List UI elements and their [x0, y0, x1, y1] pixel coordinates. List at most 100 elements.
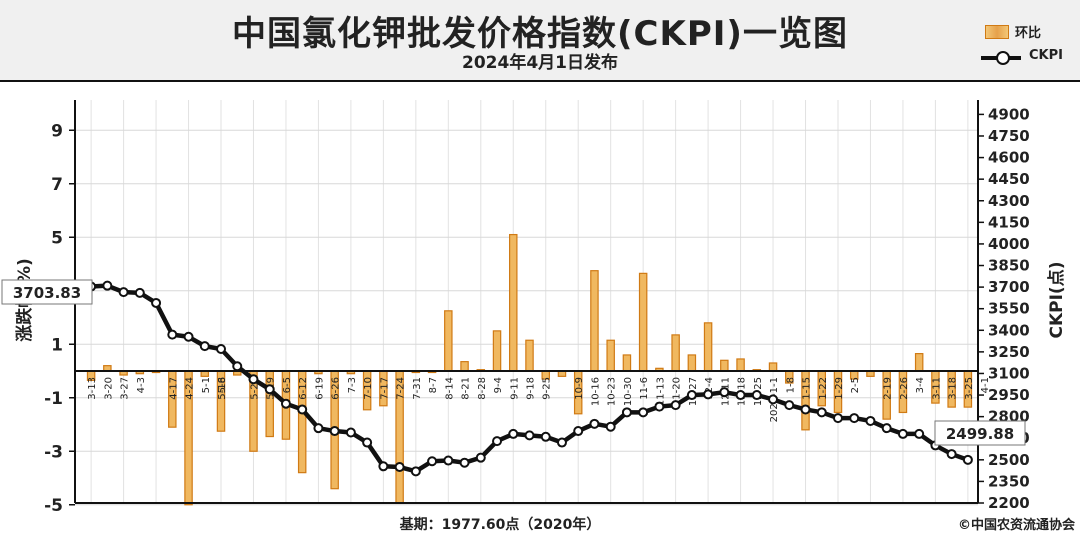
- ckpi-point: [719, 387, 730, 398]
- left-tick-label: 5: [51, 228, 63, 248]
- bar: [638, 272, 648, 372]
- ckpi-point: [654, 401, 665, 412]
- ckpi-point: [735, 390, 746, 401]
- bar: [444, 310, 453, 372]
- ckpi-point: [670, 400, 681, 411]
- right-tick-label: 4600: [988, 149, 1030, 167]
- ckpi-point: [313, 423, 324, 434]
- ckpi-point: [686, 390, 697, 401]
- right-tick-label: 2350: [988, 472, 1030, 490]
- x-tick-label: 7-31: [412, 377, 423, 400]
- right-tick-label: 4150: [988, 213, 1030, 231]
- bar: [914, 353, 924, 372]
- x-tick-label: 5-16: [217, 377, 228, 400]
- ckpi-point: [946, 449, 957, 460]
- ckpi-point: [524, 430, 535, 441]
- ckpi-point: [118, 287, 129, 298]
- right-axis-title: CKPI(点): [1046, 262, 1067, 339]
- left-tick-label: 1: [51, 335, 63, 355]
- ckpi-point: [459, 457, 470, 468]
- bar: [492, 330, 502, 372]
- x-tick-label: 6-5: [282, 377, 293, 393]
- ckpi-point: [297, 404, 308, 415]
- ckpi-point: [800, 404, 811, 415]
- x-tick-label: 5-22: [249, 377, 260, 400]
- ckpi-point: [621, 407, 632, 418]
- start-value-text: 3703.83: [13, 284, 81, 302]
- x-tick-label: 6-19: [314, 377, 325, 400]
- right-tick-label: 4900: [988, 105, 1030, 123]
- x-tick-label: 1-8: [785, 377, 796, 393]
- ckpi-point: [849, 413, 860, 424]
- value-annotations: 3703.83 2499.88: [1, 279, 1026, 446]
- bar: [606, 339, 615, 372]
- end-value-box: [934, 420, 1026, 446]
- bar: [525, 339, 534, 372]
- bar: [703, 322, 713, 372]
- bar: [768, 362, 778, 372]
- right-tick-label: 2200: [988, 494, 1030, 512]
- ckpi-point: [703, 389, 714, 400]
- ckpi-point: [329, 426, 340, 437]
- bar: [671, 334, 680, 372]
- chart-title: 中国氯化钾批发价格指数(CKPI)一览图: [232, 14, 848, 54]
- right-tick-label: 4750: [988, 127, 1030, 145]
- ckpi-point: [475, 452, 486, 463]
- legend-item-line: CKPI: [981, 46, 1080, 70]
- x-tick-label: 8-14: [444, 377, 455, 400]
- x-tick-label: 8-28: [477, 377, 488, 400]
- left-tick-label: 7: [51, 175, 63, 195]
- ckpi-point: [897, 428, 908, 439]
- x-tick-label: 7-10: [363, 377, 374, 400]
- x-tick-label: 3-27: [120, 377, 131, 400]
- x-tick-label: 9-18: [526, 377, 537, 400]
- ckpi-point: [768, 394, 779, 405]
- x-tick-label: 6-12: [298, 377, 309, 400]
- left-tick-label: -1: [44, 389, 63, 409]
- x-tick-label: 4-1: [980, 377, 991, 393]
- x-tick-label: 3-4: [915, 377, 926, 393]
- ckpi-point: [248, 374, 259, 385]
- right-tick-label: 4000: [988, 235, 1030, 253]
- ckpi-point: [573, 426, 584, 437]
- x-tick-label: 7-24: [396, 377, 407, 400]
- x-tick-label: 8-7: [428, 377, 439, 393]
- ckpi-point: [410, 466, 421, 477]
- right-tick-label: 3700: [988, 278, 1030, 296]
- legend-bar-label: 环比: [1015, 26, 1042, 41]
- ckpi-point: [151, 297, 162, 308]
- ckpi-point: [508, 428, 519, 439]
- x-tick-label: 4-17: [168, 377, 179, 400]
- right-tick-label: 4300: [988, 192, 1030, 210]
- x-tick-label: 9-11: [509, 377, 520, 400]
- ckpi-point: [183, 331, 194, 342]
- x-tick-label: 7-17: [379, 377, 390, 400]
- bar: [622, 354, 632, 372]
- legend-line-label: CKPI: [1029, 48, 1063, 63]
- right-tick-label: 3850: [988, 257, 1030, 275]
- end-value-text: 2499.88: [946, 425, 1014, 443]
- ckpi-point: [378, 461, 389, 472]
- legend-bar-swatch: [985, 25, 1009, 39]
- ckpi-point: [540, 431, 551, 442]
- ckpi-point: [605, 421, 616, 432]
- x-tick-label: 1-22: [818, 377, 829, 400]
- bar: [687, 354, 697, 372]
- bar: [736, 358, 745, 372]
- base-period-note: 基期：1977.60点（2020年）: [399, 517, 601, 533]
- ckpi-point: [280, 398, 291, 409]
- x-tick-label: 6-26: [331, 377, 342, 400]
- ckpi-point: [427, 456, 438, 467]
- x-tick-label: 10-23: [607, 377, 618, 406]
- ckpi-point: [345, 427, 356, 438]
- source-credit: ©中国农资流通协会: [957, 518, 1075, 533]
- x-tick-label: 9-25: [542, 377, 553, 400]
- x-tick-label: 9-4: [493, 377, 504, 393]
- left-tick-label: -5: [44, 496, 63, 516]
- x-tick-label: 11-20: [672, 377, 683, 406]
- ckpi-point: [199, 341, 210, 352]
- x-tick-label: 3-11: [931, 377, 942, 400]
- x-tick-label: 7-3: [347, 377, 358, 393]
